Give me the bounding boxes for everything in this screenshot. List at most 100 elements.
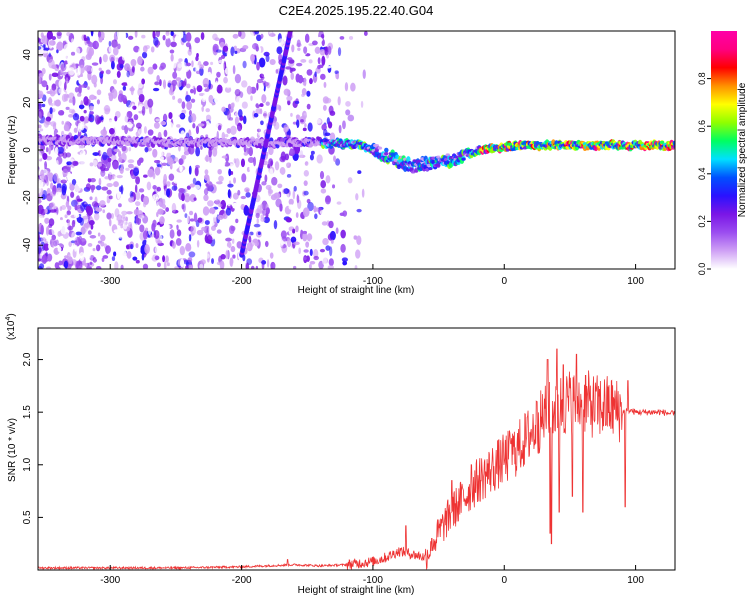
heatmap-cell bbox=[191, 60, 194, 68]
heatmap-cells bbox=[38, 31, 675, 269]
heatmap-cell bbox=[73, 213, 80, 218]
heatmap-cell bbox=[118, 230, 123, 239]
heatmap-cell bbox=[109, 128, 115, 135]
heatmap-cell bbox=[218, 203, 223, 208]
heatmap-cell bbox=[228, 168, 232, 177]
heatmap-cell bbox=[277, 183, 283, 189]
heatmap-cell bbox=[196, 248, 200, 258]
heatmap-cell bbox=[117, 43, 121, 50]
heatmap-cell bbox=[185, 42, 191, 48]
heatmap-cell bbox=[100, 234, 106, 242]
heatmap-cell bbox=[60, 125, 65, 131]
heatmap-cell bbox=[120, 94, 127, 102]
heatmap-cell bbox=[306, 255, 310, 263]
heatmap-cell bbox=[38, 215, 44, 219]
heatmap-cell bbox=[355, 193, 359, 201]
heatmap-cell bbox=[237, 189, 241, 196]
heatmap-cell bbox=[154, 245, 160, 254]
heatmap-cell bbox=[108, 119, 114, 124]
heatmap-cell bbox=[40, 163, 44, 167]
heatmap-cell bbox=[58, 110, 65, 116]
heatmap-cell bbox=[48, 96, 53, 106]
heatmap-cell bbox=[189, 88, 194, 94]
heatmap-cell bbox=[92, 152, 100, 156]
heatmap-cell bbox=[196, 104, 203, 108]
heatmap-cell bbox=[223, 76, 228, 84]
heatmap-cell bbox=[157, 44, 163, 54]
heatmap-cell bbox=[48, 52, 52, 58]
heatmap-cell bbox=[68, 241, 73, 247]
heatmap-cell bbox=[262, 81, 269, 87]
heatmap-cell bbox=[172, 71, 178, 79]
heatmap-cell bbox=[226, 61, 230, 66]
heatmap-cell bbox=[147, 66, 154, 75]
heatmap-cell bbox=[301, 93, 305, 98]
heatmap-cell bbox=[89, 94, 96, 101]
heatmap-cell bbox=[48, 58, 55, 69]
heatmap-cell bbox=[116, 31, 120, 38]
heatmap-x-label: Height of straight line (km) bbox=[298, 285, 415, 296]
heatmap-cell bbox=[99, 213, 105, 218]
heatmap-cell bbox=[38, 90, 44, 99]
heatmap-cell bbox=[342, 260, 348, 266]
heatmap-cell bbox=[309, 154, 314, 161]
heatmap-cell bbox=[195, 70, 201, 75]
heatmap-cell bbox=[230, 125, 237, 135]
heatmap-cell bbox=[155, 196, 159, 201]
heatmap-cell bbox=[75, 231, 82, 236]
heatmap-cell bbox=[154, 255, 160, 261]
heatmap-cell bbox=[276, 216, 282, 222]
heatmap-cell bbox=[89, 266, 92, 269]
heatmap-cell bbox=[152, 31, 156, 39]
heatmap-cell bbox=[57, 246, 62, 253]
heatmap-cell bbox=[117, 203, 122, 208]
heatmap-cell bbox=[234, 50, 238, 54]
heatmap-cell bbox=[248, 146, 254, 157]
heatmap-cell bbox=[86, 40, 91, 45]
heatmap-cell bbox=[196, 229, 204, 236]
heatmap-cell bbox=[40, 237, 47, 242]
heatmap-x-ticks: -300 -200 -100 0 100 bbox=[100, 264, 644, 287]
heatmap-cell bbox=[72, 113, 80, 121]
heatmap-cell bbox=[204, 253, 210, 259]
heatmap-cell bbox=[303, 169, 309, 177]
heatmap-cell bbox=[197, 254, 203, 260]
heatmap-cell bbox=[60, 213, 63, 217]
heatmap-cell bbox=[205, 183, 209, 187]
heatmap-cell bbox=[142, 263, 149, 269]
heatmap-cell bbox=[71, 109, 76, 115]
heatmap-cell bbox=[317, 221, 321, 230]
heatmap-cell bbox=[341, 257, 348, 262]
colorbar: 0.0 0.2 0.4 0.6 0.8 Normalized spectral ampl… bbox=[697, 31, 748, 275]
heatmap-cell bbox=[270, 261, 276, 269]
heatmap-cell bbox=[125, 216, 128, 222]
heatmap-cell bbox=[38, 46, 42, 51]
heatmap-cell bbox=[41, 254, 47, 264]
heatmap-cell bbox=[110, 154, 117, 162]
heatmap-cell bbox=[113, 251, 117, 257]
heatmap-cell bbox=[313, 166, 318, 177]
heatmap-cell bbox=[141, 34, 146, 39]
heatmap-cell bbox=[152, 194, 155, 201]
heatmap-cell bbox=[40, 144, 45, 151]
heatmap-cell bbox=[257, 231, 261, 236]
y-tick-label: 1.5 bbox=[22, 405, 33, 419]
heatmap-cell bbox=[230, 163, 234, 170]
heatmap-cell bbox=[48, 73, 52, 81]
heatmap-cell bbox=[93, 82, 97, 88]
snr-multiplier: (x104) bbox=[5, 313, 17, 340]
heatmap-cell bbox=[262, 36, 267, 47]
heatmap-cell bbox=[85, 183, 91, 190]
heatmap-cell bbox=[143, 174, 148, 178]
heatmap-cell bbox=[324, 132, 331, 137]
heatmap-cell bbox=[44, 161, 48, 170]
heatmap-cell bbox=[269, 59, 276, 65]
heatmap-cell bbox=[360, 100, 364, 108]
heatmap-cell bbox=[219, 260, 225, 269]
heatmap-cell bbox=[270, 160, 273, 166]
heatmap-cell bbox=[347, 114, 355, 122]
heatmap-cell bbox=[102, 53, 108, 63]
heatmap-cell bbox=[58, 260, 63, 266]
heatmap-cell bbox=[113, 46, 119, 56]
heatmap-cell bbox=[182, 203, 186, 213]
